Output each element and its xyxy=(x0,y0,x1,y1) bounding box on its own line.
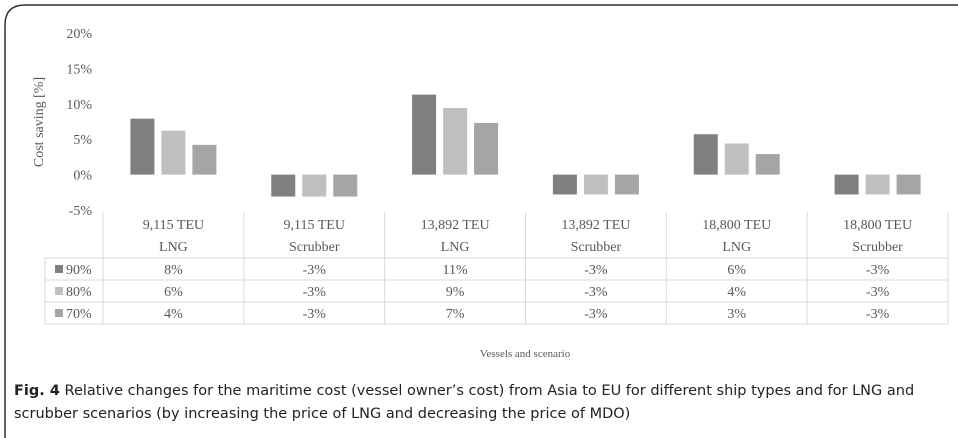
y-axis-title: Cost saving [%] xyxy=(32,77,47,167)
data-label: -3% xyxy=(866,263,890,278)
x-tick-label: 9,115 TEU xyxy=(284,218,345,233)
legend-swatch xyxy=(55,309,63,317)
x-tick-label: LNG xyxy=(441,240,470,255)
bar xyxy=(302,174,327,197)
data-label: 4% xyxy=(727,285,746,300)
bar xyxy=(755,154,780,175)
bar xyxy=(552,174,577,195)
bar xyxy=(412,94,437,175)
data-label: 4% xyxy=(164,307,183,322)
x-tick-label: Scrubber xyxy=(571,240,622,255)
x-tick-label: LNG xyxy=(722,240,751,255)
data-label: 7% xyxy=(446,307,465,322)
data-label: 6% xyxy=(164,285,183,300)
frame xyxy=(4,4,958,438)
bar xyxy=(474,122,499,175)
data-label: -3% xyxy=(303,263,327,278)
legend-label: 70% xyxy=(66,307,92,322)
data-label: -3% xyxy=(584,263,608,278)
caption-label: Fig. 4 xyxy=(14,383,60,399)
legend-swatch xyxy=(55,265,63,273)
bar xyxy=(333,174,358,197)
x-tick-label: 13,892 TEU xyxy=(561,218,630,233)
legend-swatch xyxy=(55,287,63,295)
bar xyxy=(614,174,639,195)
bar xyxy=(693,134,718,175)
bar xyxy=(192,144,217,175)
bar xyxy=(583,174,608,195)
caption-text: Relative changes for the maritime cost (… xyxy=(14,383,915,422)
bar xyxy=(865,174,890,195)
legend-label: 90% xyxy=(66,263,92,278)
x-tick-label: Scrubber xyxy=(852,240,903,255)
data-label: -3% xyxy=(866,307,890,322)
bar xyxy=(896,174,921,195)
data-label: -3% xyxy=(866,285,890,300)
data-label: 3% xyxy=(727,307,746,322)
data-label: 9% xyxy=(446,285,465,300)
caption: Fig. 4 Relative changes for the maritime… xyxy=(14,380,949,426)
legend-label: 80% xyxy=(66,285,92,300)
data-label: 11% xyxy=(443,263,468,278)
data-label: -3% xyxy=(584,285,608,300)
x-tick-label: 18,800 TEU xyxy=(702,218,771,233)
bar xyxy=(443,108,468,175)
y-tick-label: -5% xyxy=(69,204,93,219)
y-tick-label: 10% xyxy=(66,98,92,113)
y-tick-label: 5% xyxy=(73,133,92,148)
bar xyxy=(271,174,296,197)
x-tick-label: 9,115 TEU xyxy=(143,218,204,233)
data-label: 8% xyxy=(164,263,183,278)
x-tick-label: Scrubber xyxy=(289,240,340,255)
bar xyxy=(724,143,749,175)
x-tick-label: LNG xyxy=(159,240,188,255)
y-tick-label: 0% xyxy=(73,169,92,184)
data-label: -3% xyxy=(303,285,327,300)
x-tick-label: 13,892 TEU xyxy=(421,218,490,233)
y-tick-label: 20% xyxy=(66,27,92,42)
data-label: -3% xyxy=(303,307,327,322)
bar xyxy=(834,174,859,195)
data-label: 6% xyxy=(727,263,746,278)
x-axis-title: Vessels and scenario xyxy=(480,348,571,360)
bar xyxy=(161,130,186,175)
data-label: -3% xyxy=(584,307,608,322)
y-tick-label: 15% xyxy=(66,62,92,77)
x-tick-label: 18,800 TEU xyxy=(843,218,912,233)
bar xyxy=(130,118,155,175)
